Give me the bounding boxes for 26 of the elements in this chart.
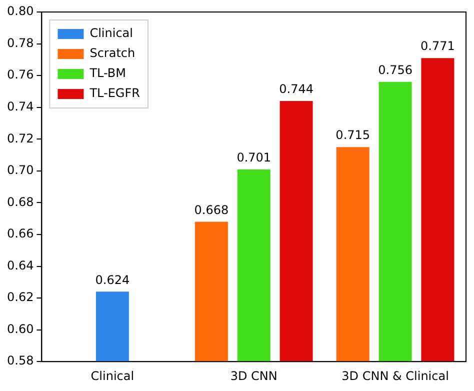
y-tick-label: 0.68 [7,194,34,209]
y-tick-label: 0.80 [7,4,34,18]
y-tick-label: 0.74 [7,99,34,114]
x-tick-label: Clinical [90,368,134,383]
legend-label: Scratch [90,46,136,60]
y-tick-label: 0.64 [7,258,34,272]
y-tick-label: 0.70 [7,163,34,178]
data-label: 0.715 [336,128,370,142]
data-label: 0.771 [420,39,455,54]
legend-label: Clinical [90,26,133,40]
y-tick-label: 0.60 [7,322,34,336]
data-label: 0.744 [279,82,314,96]
y-tick-label: 0.78 [7,36,34,50]
data-label: 0.668 [194,202,229,217]
y-tick-label: 0.62 [7,290,34,304]
legend-label: TL-BM [88,66,126,80]
legend-label: TL-EGFR [88,86,140,100]
y-tick-label: 0.58 [7,354,34,368]
data-label: 0.624 [95,272,130,287]
x-tick-label: 3D CNN & Clinical [342,368,449,383]
y-tick-label: 0.76 [7,68,34,82]
x-tick-label: 3D CNN [230,368,278,383]
data-label: 0.756 [378,63,412,78]
y-tick-label: 0.72 [7,131,34,146]
data-label: 0.701 [236,150,272,164]
y-tick-label: 0.66 [7,226,34,241]
